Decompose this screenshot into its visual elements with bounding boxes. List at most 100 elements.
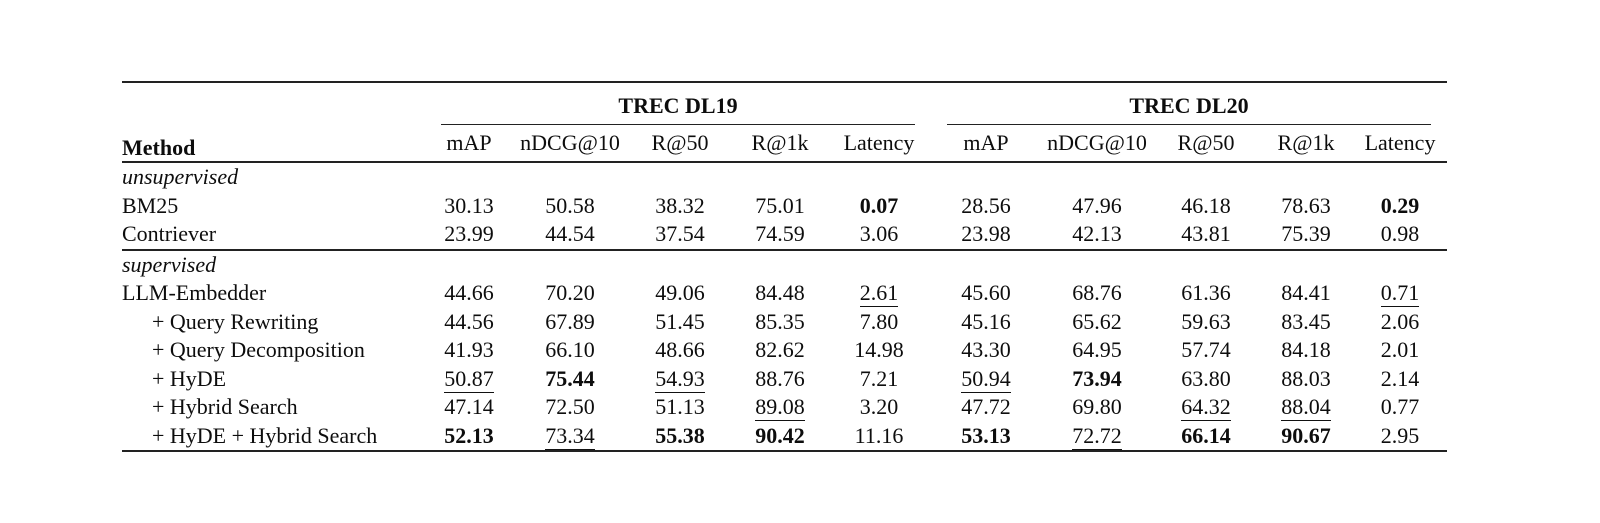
value-cell: 88.04	[1259, 393, 1353, 422]
value-cell: 44.56	[425, 308, 513, 337]
results-table-container: Method TREC DL19 TREC DL20 mAP nDCG@10 R@5…	[122, 81, 1448, 452]
value-cell: 90.42	[733, 421, 827, 452]
value-cell: 73.94	[1041, 365, 1153, 394]
metric-value: 2.06	[1380, 308, 1420, 334]
column-header-row: mAP nDCG@10 R@50 R@1k Latency mAP nDCG@10 R@50 R…	[122, 125, 1448, 163]
metric-value: 0.29	[1380, 192, 1420, 218]
method-cell: + Hybrid Search	[152, 394, 298, 419]
value-cell: 43.30	[931, 336, 1041, 365]
value-cell: 0.29	[1353, 192, 1447, 221]
method-cell: + Query Decomposition	[152, 337, 365, 362]
table-row: LLM-Embedder 44.66 70.20 49.06 84.48 2.61 45.6…	[122, 279, 1447, 308]
group-header-trec-dl19: TREC DL19	[425, 81, 932, 125]
metric-value: 51.13	[655, 394, 705, 419]
value-cell: 82.62	[733, 336, 827, 365]
value-cell: 14.98	[827, 336, 931, 365]
value-cell: 66.10	[513, 336, 627, 365]
value-cell: 42.13	[1041, 220, 1153, 250]
metric-value: 45.60	[961, 280, 1011, 305]
metric-value: 83.45	[1281, 308, 1331, 334]
group-label-dl19: TREC DL19	[441, 87, 916, 125]
value-cell: 51.45	[627, 308, 733, 337]
metric-value: 47.96	[1072, 192, 1122, 218]
value-cell: 84.48	[733, 279, 827, 308]
metric-value: 11.16	[854, 422, 904, 448]
table-body: unsupervised BM25 30.13 50.58 38.32 75.01 0.07…	[122, 162, 1448, 452]
value-cell: 23.99	[425, 220, 513, 250]
metric-value: 66.14	[1181, 422, 1231, 448]
value-cell: 41.93	[425, 336, 513, 365]
column-header-r-1k: R@1k	[733, 125, 827, 163]
metric-value: 57.74	[1181, 337, 1231, 362]
metric-value: 2.14	[1380, 365, 1420, 391]
metric-value: 61.36	[1181, 280, 1231, 305]
group-label-dl20: TREC DL20	[947, 87, 1432, 125]
value-cell: 44.66	[425, 279, 513, 308]
metric-value: 2.95	[1380, 422, 1420, 448]
column-header-r-50: R@50	[627, 125, 733, 163]
metric-value: 2.01	[1380, 337, 1420, 362]
metric-value: 28.56	[961, 192, 1011, 218]
value-cell: 0.07	[827, 192, 931, 221]
metric-value: 0.07	[859, 192, 899, 218]
value-cell: 30.13	[425, 192, 513, 221]
value-cell: 88.76	[733, 365, 827, 394]
metric-value: 66.10	[545, 337, 595, 362]
metric-value: 14.98	[854, 337, 904, 362]
value-cell: 37.54	[627, 220, 733, 250]
metric-value: 44.54	[545, 221, 595, 246]
group-header-trec-dl20: TREC DL20	[931, 81, 1448, 125]
metric-value: 49.06	[655, 280, 705, 305]
value-cell: 65.62	[1041, 308, 1153, 337]
metric-value: 73.94	[1072, 365, 1122, 391]
value-cell: 52.13	[425, 421, 513, 452]
method-cell: + HyDE	[152, 365, 227, 391]
value-cell: 72.72	[1041, 421, 1154, 452]
column-header-r-50: R@50	[1153, 125, 1260, 163]
value-cell: 83.45	[1259, 308, 1353, 337]
value-cell: 47.96	[1041, 192, 1153, 221]
table-row: + Hybrid Search 47.14 72.50 51.13 89.08 3.20 4…	[122, 393, 1447, 422]
value-cell: 48.66	[627, 336, 733, 365]
metric-value: 64.32	[1181, 394, 1231, 421]
value-cell: 11.16	[827, 421, 932, 452]
method-cell: + HyDE + Hybrid Search	[122, 421, 425, 452]
value-cell: 45.60	[931, 279, 1041, 308]
method-cell: BM25	[122, 192, 179, 218]
value-cell: 69.80	[1041, 393, 1153, 422]
table-row: Contriever 23.99 44.54 37.54 74.59 3.06 23.98 4…	[122, 220, 1447, 250]
metric-value: 23.99	[444, 221, 494, 246]
metric-value: 65.62	[1072, 308, 1122, 334]
metric-value: 78.63	[1281, 192, 1331, 218]
metric-value: 45.16	[961, 308, 1011, 334]
value-cell: 54.93	[627, 365, 733, 394]
value-cell: 70.20	[513, 279, 627, 308]
value-cell: 47.72	[931, 393, 1041, 422]
table-row: BM25 30.13 50.58 38.32 75.01 0.07 28.56 47.96 46…	[122, 192, 1447, 221]
value-cell: 73.34	[513, 421, 627, 452]
value-cell: 75.39	[1259, 220, 1353, 250]
value-cell: 46.18	[1153, 192, 1259, 221]
value-cell: 78.63	[1259, 192, 1353, 221]
value-cell: 3.20	[827, 393, 931, 422]
metric-value: 82.62	[755, 337, 805, 362]
metric-value: 68.76	[1072, 280, 1122, 305]
metric-value: 50.58	[545, 192, 595, 218]
metric-value: 51.45	[655, 308, 705, 334]
column-header-map: mAP	[425, 125, 513, 163]
metric-value: 84.48	[755, 280, 805, 305]
value-cell: 50.87	[425, 365, 513, 394]
metric-value: 37.54	[655, 221, 705, 246]
value-cell: 2.06	[1353, 308, 1447, 337]
column-header-ndcg-10: nDCG@10	[1041, 125, 1154, 163]
metric-value: 44.56	[444, 308, 494, 334]
metric-value: 50.94	[961, 365, 1011, 393]
table-row: + Query Rewriting 44.56 67.89 51.45 85.35 7.8…	[122, 308, 1447, 337]
metric-value: 88.04	[1281, 394, 1331, 421]
section-header-row: unsupervised	[122, 162, 1447, 192]
metric-value: 59.63	[1181, 308, 1231, 334]
metric-value: 42.13	[1072, 221, 1122, 246]
value-cell: 50.94	[931, 365, 1041, 394]
metric-value: 30.13	[444, 192, 494, 218]
metric-value: 53.13	[961, 422, 1011, 448]
